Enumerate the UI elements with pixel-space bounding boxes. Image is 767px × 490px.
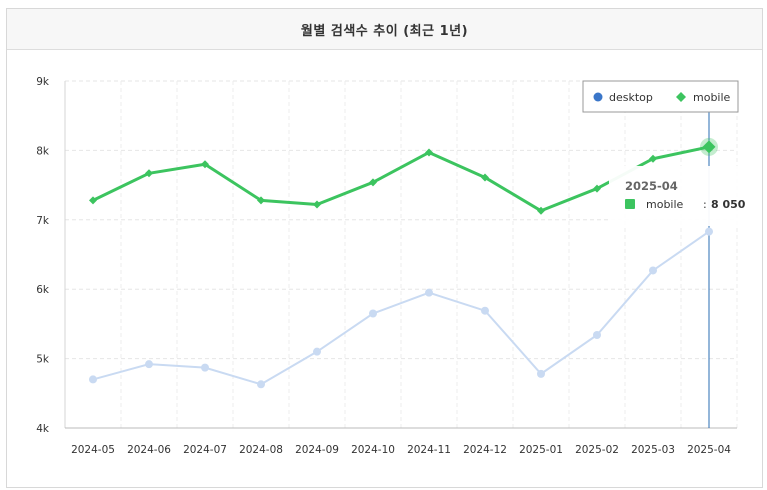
x-tick-label: 2024-07 [183,444,227,456]
point-mobile [649,154,657,163]
tooltip: 2025-04 mobile:8 050 [609,166,746,226]
grid [64,80,738,429]
legend-box [582,80,739,113]
x-tick-label: 2024-05 [71,444,115,456]
chart-title: 월별 검색수 추이 (최근 1년) [7,9,762,50]
x-tick-label: 2024-06 [127,444,171,456]
point-mobile [481,173,489,182]
point-desktop [89,375,97,384]
point-mobile [702,140,716,154]
point-desktop [425,288,433,297]
point-desktop [593,331,601,340]
point-desktop [313,347,321,356]
point-mobile [593,184,601,193]
point-mobile [201,160,209,169]
x-tick-label: 2024-12 [463,444,507,456]
legend-label-mobile: mobile [693,91,731,104]
series-line-desktop [92,230,710,386]
x-tick-label: 2025-04 [687,444,731,456]
series [89,86,718,428]
legend[interactable]: desktop mobile [582,80,739,113]
point-mobile [145,169,153,178]
legend-item-desktop[interactable]: desktop [593,91,653,104]
legend-item-mobile[interactable]: mobile [676,91,731,104]
y-tick-label: 9k [36,76,50,88]
legend-label-desktop: desktop [609,91,653,104]
x-tick-label: 2024-08 [239,444,283,456]
y-tick-label: 6k [36,284,50,296]
point-mobile [537,206,545,215]
x-tick-label: 2024-11 [407,444,451,456]
axes: 4k 5k 6k 7k 8k 9k 2024-05 2024-06 2024-07 2024-08… [36,76,737,456]
point-mobile [425,148,433,157]
x-tick-label: 2024-09 [295,444,339,456]
series-line-mobile [92,145,710,213]
tooltip-value: 8 050 [711,198,746,211]
point-desktop [705,227,713,236]
point-mobile [257,196,265,205]
tooltip-series-name: mobile [646,198,684,211]
tooltip-category: 2025-04 [625,179,678,193]
tooltip-swatch [625,199,635,209]
y-tick-label: 4k [36,423,50,435]
point-desktop [257,380,265,389]
y-tick-label: 8k [36,145,50,157]
point-desktop [201,363,209,372]
point-mobile [369,178,377,187]
x-tick-label: 2025-01 [519,444,563,456]
point-mobile [313,200,321,209]
point-desktop [145,360,153,369]
x-tick-label: 2024-10 [351,444,395,456]
point-desktop [369,309,377,318]
tooltip-box [609,166,739,226]
point-mobile [89,196,97,205]
x-tick-label: 2025-02 [575,444,619,456]
point-desktop [649,266,657,275]
y-tick-label: 5k [36,354,50,366]
point-desktop [481,306,489,315]
tooltip-separator: : [703,198,707,211]
x-tick-label: 2025-03 [631,444,675,456]
legend-marker-mobile [676,92,686,102]
y-tick-label: 7k [36,215,50,227]
point-desktop [537,369,545,378]
legend-marker-desktop [593,92,603,102]
